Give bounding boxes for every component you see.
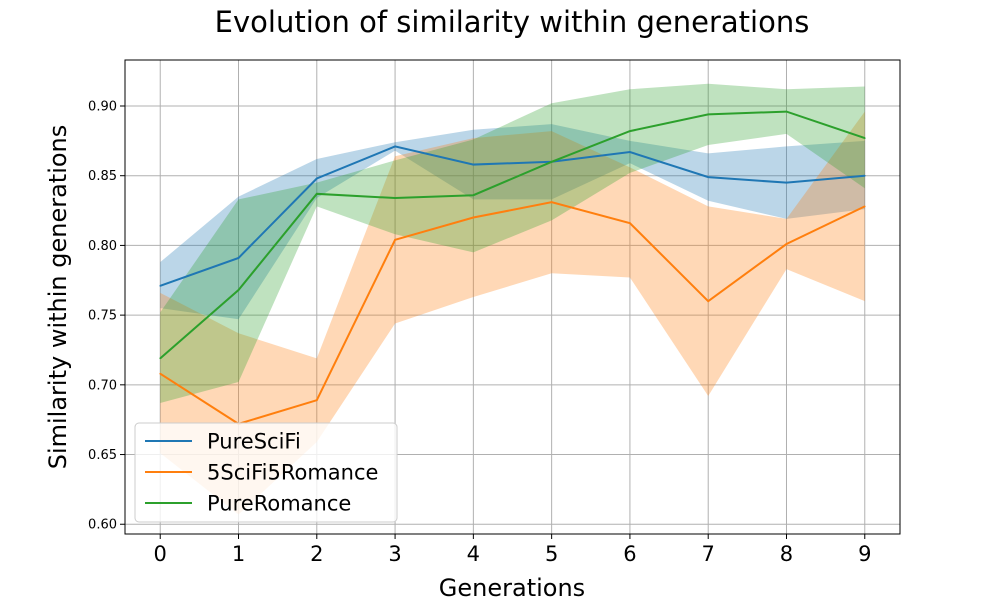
line-series-1 — [159, 201, 866, 425]
series-lines — [159, 110, 866, 425]
data-point-series-2 — [315, 193, 318, 195]
band-series-0 — [160, 124, 865, 320]
data-point-series-2 — [707, 113, 710, 116]
data-point-series-1 — [785, 243, 788, 245]
legend-label-series-1: 5SciFi5Romance — [207, 461, 378, 485]
data-point-series-1 — [629, 222, 631, 224]
x-tick-label: 3 — [388, 542, 401, 566]
data-point-series-2 — [394, 197, 396, 199]
plot-frame — [124, 59, 901, 535]
y-tick-label: 0.75 — [88, 309, 117, 324]
data-point-series-2 — [863, 137, 866, 139]
x-tick-label: 2 — [310, 542, 323, 566]
x-tick-label: 5 — [545, 542, 558, 566]
chart-title: Evolution of similarity within generatio… — [215, 5, 810, 39]
data-point-series-2 — [785, 110, 788, 113]
data-point-series-0 — [159, 285, 162, 287]
line-series-2 — [159, 110, 866, 360]
data-point-series-0 — [315, 177, 318, 180]
x-tick-label: 6 — [623, 542, 636, 566]
data-point-series-0 — [237, 257, 240, 259]
legend-label-series-2: PureRomance — [207, 492, 351, 516]
y-tick-label: 0.85 — [88, 169, 117, 184]
y-tick-label: 0.70 — [88, 378, 117, 393]
y-axis-label: Similarity within generations — [44, 125, 72, 470]
data-point-series-2 — [237, 289, 240, 291]
data-point-series-1 — [315, 399, 318, 401]
legend-label-series-0: PureSciFi — [207, 430, 301, 454]
data-point-series-0 — [785, 181, 788, 184]
data-point-series-2 — [159, 357, 162, 360]
data-point-series-2 — [629, 130, 631, 132]
x-tick-label: 8 — [780, 542, 793, 566]
data-point-series-0 — [472, 163, 475, 166]
x-tick-label: 7 — [702, 542, 715, 566]
data-point-series-2 — [472, 194, 475, 197]
data-point-series-0 — [629, 151, 631, 153]
x-tick-label: 4 — [467, 542, 480, 566]
x-tick-label: 0 — [154, 542, 167, 566]
legend-box — [134, 422, 398, 523]
data-point-series-2 — [550, 160, 553, 163]
y-tick-label: 0.80 — [88, 239, 117, 254]
band-series-1 — [160, 111, 865, 515]
data-point-series-1 — [863, 205, 866, 208]
y-tick-label: 0.90 — [88, 100, 117, 115]
data-point-series-0 — [707, 176, 710, 178]
y-axis-ticks: 0.60 0.65 0.70 0.75 0.80 0.85 0.90 — [88, 100, 125, 533]
data-point-series-0 — [863, 174, 866, 177]
x-axis-label: Generations — [439, 574, 585, 600]
legend: PureSciFi 5SciFi5Romance PureRomance — [134, 422, 398, 523]
data-point-series-1 — [159, 372, 162, 375]
y-tick-label: 0.60 — [88, 518, 117, 533]
data-point-series-1 — [550, 201, 553, 203]
x-tick-label: 9 — [858, 542, 871, 566]
line-series-0 — [159, 145, 865, 287]
data-point-series-1 — [472, 216, 475, 219]
x-axis-ticks: 0 1 2 3 4 5 6 7 8 9 — [154, 534, 871, 566]
band-series-2 — [160, 83, 865, 403]
y-tick-label: 0.65 — [88, 448, 117, 463]
grid-lines — [125, 60, 900, 534]
confidence-bands — [160, 83, 865, 515]
data-point-series-1 — [394, 239, 396, 241]
x-tick-label: 1 — [232, 542, 245, 566]
data-point-series-1 — [707, 300, 710, 302]
data-point-series-0 — [394, 145, 396, 148]
